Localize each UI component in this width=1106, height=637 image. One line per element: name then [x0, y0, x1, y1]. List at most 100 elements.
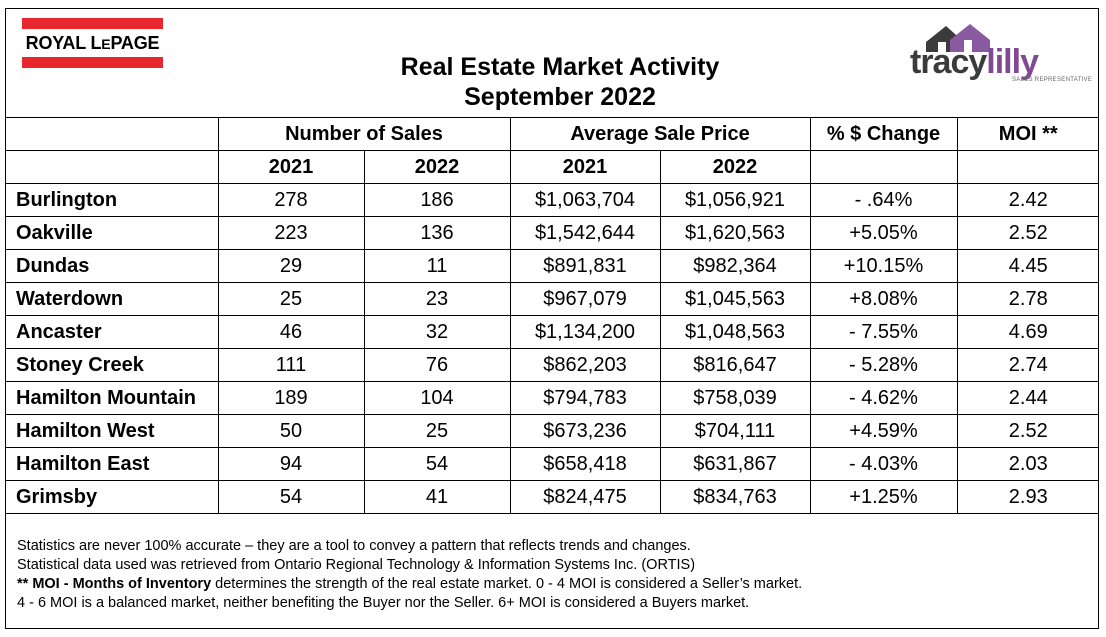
- cell-percent-change: +8.08%: [809, 282, 958, 316]
- cell-sales-2021: 189: [217, 381, 365, 415]
- cell-moi: 2.03: [956, 447, 1099, 481]
- cell-sales-2022: 104: [363, 381, 511, 415]
- header-average-sale-price: Average Sale Price: [509, 117, 811, 151]
- cell-city: Grimsby: [5, 480, 219, 514]
- cell-sales-2022: 25: [363, 414, 511, 448]
- logo-red-bar-bottom: [22, 57, 163, 68]
- cell-price-2022: $834,763: [659, 480, 811, 514]
- cell-percent-change: +1.25%: [809, 480, 958, 514]
- page-title: Real Estate Market Activity September 20…: [330, 52, 790, 112]
- cell-moi: 2.93: [956, 480, 1099, 514]
- sub-header-sales-2021: 2021: [217, 150, 365, 184]
- cell-price-2021: $794,783: [509, 381, 661, 415]
- cell-city: Burlington: [5, 183, 219, 217]
- cell-sales-2022: 32: [363, 315, 511, 349]
- header-percent-change: % $ Change: [809, 117, 958, 151]
- cell-price-2021: $1,063,704: [509, 183, 661, 217]
- cell-price-2021: $1,542,644: [509, 216, 661, 250]
- cell-sales-2022: 54: [363, 447, 511, 481]
- cell-sales-2022: 186: [363, 183, 511, 217]
- table-row: Burlington 278 186 $1,063,704 $1,056,921- .6…: [5, 183, 1099, 217]
- cell-sales-2022: 136: [363, 216, 511, 250]
- cell-price-2022: $1,620,563: [659, 216, 811, 250]
- cell-moi: 2.52: [956, 414, 1099, 448]
- cell-sales-2021: 94: [217, 447, 365, 481]
- footnote-line-4: 4 - 6 MOI is a balanced market, neither …: [17, 595, 750, 611]
- cell-percent-change: - .64%: [809, 183, 958, 217]
- header-moi: MOI **: [956, 117, 1099, 151]
- tracy-lilly-logo: tracylilly SALES REPRESENTATIVE: [904, 22, 1094, 92]
- cell-price-2021: $862,203: [509, 348, 661, 382]
- cell-percent-change: +10.15%: [809, 249, 958, 283]
- cell-price-2021: $658,418: [509, 447, 661, 481]
- cell-price-2021: $1,134,200: [509, 315, 661, 349]
- market-activity-table: Number of Sales Average Sale Price % $ C…: [5, 117, 1099, 514]
- cell-price-2021: $967,079: [509, 282, 661, 316]
- logo-text: ROYAL LEPAGE: [25, 33, 160, 53]
- cell-price-2022: $1,045,563: [659, 282, 811, 316]
- sub-header-blank-change: [809, 150, 958, 184]
- logo-red-bar-top: [22, 18, 163, 29]
- table-row: Waterdown 25 23 $967,079 $1,045,563 +8.08% 2.7…: [5, 282, 1099, 316]
- table-row: Hamilton Mountain 189 104 $794,783 $758,039-…: [5, 381, 1099, 415]
- table-row: Hamilton West 50 25 $673,236 $704,111 +4.59% 2…: [5, 414, 1099, 448]
- cell-moi: 4.69: [956, 315, 1099, 349]
- footnotes: Statistics are never 100% accurate – the…: [17, 537, 802, 613]
- title-line-2: September 2022: [464, 83, 656, 111]
- cell-price-2021: $824,475: [509, 480, 661, 514]
- cell-city: Oakville: [5, 216, 219, 250]
- cell-percent-change: +4.59%: [809, 414, 958, 448]
- cell-price-2022: $704,111: [659, 414, 811, 448]
- cell-moi: 2.44: [956, 381, 1099, 415]
- cell-city: Hamilton East: [5, 447, 219, 481]
- cell-city: Waterdown: [5, 282, 219, 316]
- cell-city: Hamilton Mountain: [5, 381, 219, 415]
- cell-sales-2021: 278: [217, 183, 365, 217]
- cell-price-2022: $758,039: [659, 381, 811, 415]
- table-row: Hamilton East 94 54 $658,418 $631,867- 4.03%…: [5, 447, 1099, 481]
- cell-sales-2021: 223: [217, 216, 365, 250]
- footnote-moi-definition: ** MOI - Months of Inventory: [17, 576, 212, 592]
- cell-sales-2022: 41: [363, 480, 511, 514]
- footnote-line-2: Statistical data used was retrieved from…: [17, 557, 696, 573]
- cell-sales-2021: 25: [217, 282, 365, 316]
- table-row: Stoney Creek 111 76 $862,203 $816,647- 5.28%…: [5, 348, 1099, 382]
- sub-header-sales-2022: 2022: [363, 150, 511, 184]
- cell-percent-change: - 7.55%: [809, 315, 958, 349]
- cell-sales-2021: 54: [217, 480, 365, 514]
- footnote-line-1: Statistics are never 100% accurate – the…: [17, 538, 691, 554]
- cell-moi: 2.42: [956, 183, 1099, 217]
- cell-percent-change: - 5.28%: [809, 348, 958, 382]
- group-header-row: Number of Sales Average Sale Price % $ C…: [5, 117, 1099, 151]
- cell-sales-2022: 23: [363, 282, 511, 316]
- tracy-lilly-wordmark: tracylilly: [910, 43, 1039, 81]
- sub-header-blank-moi: [956, 150, 1099, 184]
- cell-moi: 2.74: [956, 348, 1099, 382]
- house-roofs-icon: [926, 24, 990, 52]
- footnote-moi-explanation: determines the strength of the real esta…: [211, 576, 803, 592]
- cell-sales-2021: 50: [217, 414, 365, 448]
- cell-percent-change: +5.05%: [809, 216, 958, 250]
- cell-price-2022: $1,048,563: [659, 315, 811, 349]
- footnote-line-3: ** MOI - Months of Inventory determines …: [17, 575, 802, 594]
- cell-price-2022: $816,647: [659, 348, 811, 382]
- cell-city: Stoney Creek: [5, 348, 219, 382]
- header-blank: [5, 117, 219, 151]
- cell-moi: 2.52: [956, 216, 1099, 250]
- sub-header-row: 2021 2022 2021 2022: [5, 150, 1099, 184]
- cell-percent-change: - 4.03%: [809, 447, 958, 481]
- table-row: Grimsby 54 41 $824,475 $834,763 +1.25% 2.93: [5, 480, 1099, 514]
- logo-tagline: SALES REPRESENTATIVE: [1012, 77, 1093, 83]
- cell-percent-change: - 4.62%: [809, 381, 958, 415]
- cell-price-2022: $982,364: [659, 249, 811, 283]
- cell-price-2021: $891,831: [509, 249, 661, 283]
- sub-header-price-2022: 2022: [659, 150, 811, 184]
- cell-moi: 4.45: [956, 249, 1099, 283]
- cell-price-2022: $1,056,921: [659, 183, 811, 217]
- cell-city: Dundas: [5, 249, 219, 283]
- cell-price-2021: $673,236: [509, 414, 661, 448]
- table-row: Oakville 223 136 $1,542,644 $1,620,563 +5.05%…: [5, 216, 1099, 250]
- header-number-of-sales: Number of Sales: [217, 117, 511, 151]
- title-line-1: Real Estate Market Activity: [400, 53, 720, 81]
- cell-sales-2021: 111: [217, 348, 365, 382]
